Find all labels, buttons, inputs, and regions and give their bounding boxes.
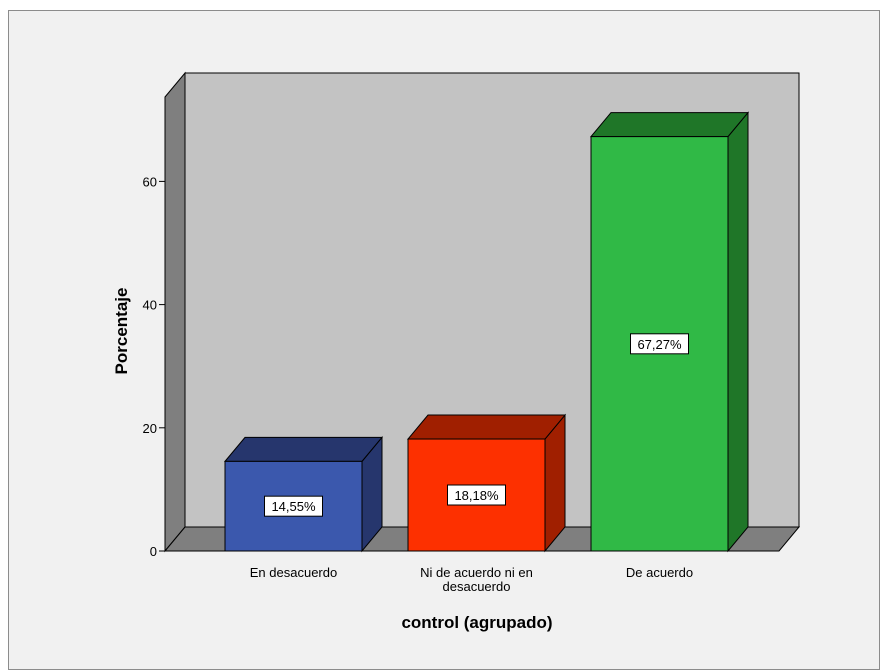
data-label: 18,18% [454, 488, 499, 503]
side-wall [164, 71, 186, 553]
bar-top [589, 112, 750, 138]
y-axis-title: Porcentaje [112, 288, 131, 375]
data-label-box [630, 333, 689, 355]
data-label-box [264, 495, 323, 517]
y-tick-label: 20 [143, 421, 157, 436]
x-axis-title: control (agrupado) [401, 613, 552, 632]
bar-chart: 0 20 40 60 14,55% En desacuerdo 18,18% Ni de a… [112, 71, 801, 632]
data-label: 67,27% [637, 337, 682, 352]
category-label: De acuerdo [626, 565, 693, 580]
y-tick-label: 40 [143, 298, 157, 313]
bar-top [223, 436, 384, 462]
category-label: En desacuerdo [250, 565, 337, 580]
chart-frame: 0 20 40 60 14,55% En desacuerdo 18,18% Ni de a… [8, 10, 880, 670]
y-tick-label: 60 [143, 174, 157, 189]
y-tick-label: 0 [150, 544, 157, 559]
bar-side [727, 111, 749, 553]
bar-top [406, 414, 567, 440]
category-label: Ni de acuerdo ni en desacuerdo [420, 565, 533, 594]
data-label-box [447, 484, 506, 506]
data-label: 14,55% [271, 499, 316, 514]
